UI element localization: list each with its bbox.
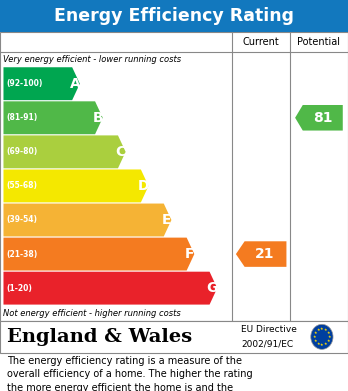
Polygon shape	[3, 238, 194, 271]
Polygon shape	[3, 67, 80, 100]
Text: ★: ★	[320, 343, 324, 347]
Text: ★: ★	[313, 335, 316, 339]
Text: 21: 21	[255, 247, 275, 261]
Text: (69-80): (69-80)	[6, 147, 38, 156]
Text: ★: ★	[314, 339, 317, 343]
Polygon shape	[3, 272, 217, 305]
Text: (81-91): (81-91)	[6, 113, 38, 122]
Text: (39-54): (39-54)	[6, 215, 37, 224]
Text: Potential: Potential	[298, 37, 340, 47]
Text: ★: ★	[326, 339, 330, 343]
Text: Current: Current	[243, 37, 279, 47]
Text: F: F	[184, 247, 194, 261]
Polygon shape	[295, 105, 343, 131]
Text: A: A	[70, 77, 80, 91]
Text: D: D	[138, 179, 149, 193]
Text: (92-100): (92-100)	[6, 79, 43, 88]
Polygon shape	[3, 135, 126, 168]
Text: G: G	[207, 281, 218, 295]
Text: England & Wales: England & Wales	[7, 328, 192, 346]
Polygon shape	[3, 204, 172, 237]
Text: The energy efficiency rating is a measure of the
overall efficiency of a home. T: The energy efficiency rating is a measur…	[7, 356, 253, 391]
Text: ★: ★	[324, 328, 327, 332]
Text: E: E	[162, 213, 171, 227]
Text: (21-38): (21-38)	[6, 249, 38, 258]
Text: ★: ★	[320, 326, 324, 330]
Polygon shape	[236, 241, 286, 267]
Text: C: C	[116, 145, 126, 159]
Text: Very energy efficient - lower running costs: Very energy efficient - lower running co…	[3, 55, 182, 65]
Text: ★: ★	[316, 328, 320, 332]
Bar	[0, 0, 348, 32]
Text: 81: 81	[313, 111, 332, 125]
Text: ★: ★	[327, 335, 331, 339]
Bar	[0, 32, 348, 321]
Text: (55-68): (55-68)	[6, 181, 37, 190]
Bar	[0, 321, 348, 353]
Polygon shape	[3, 169, 149, 203]
Text: 2002/91/EC: 2002/91/EC	[241, 339, 293, 348]
Text: Not energy efficient - higher running costs: Not energy efficient - higher running co…	[3, 308, 181, 318]
Text: (1-20): (1-20)	[6, 283, 32, 292]
Polygon shape	[3, 101, 103, 134]
Text: EU Directive: EU Directive	[241, 325, 297, 334]
Text: B: B	[93, 111, 103, 125]
Circle shape	[311, 325, 333, 350]
Text: ★: ★	[326, 331, 330, 335]
Text: Energy Efficiency Rating: Energy Efficiency Rating	[54, 7, 294, 25]
Text: ★: ★	[316, 342, 320, 346]
Text: ★: ★	[324, 342, 327, 346]
Text: ★: ★	[314, 331, 317, 335]
